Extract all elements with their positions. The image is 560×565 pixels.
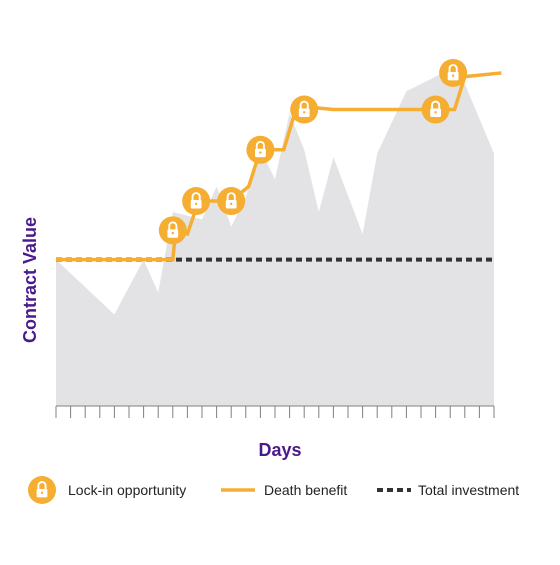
lock-keyhole (40, 491, 44, 494)
area-layer (56, 69, 494, 406)
lock-in-marker (421, 95, 450, 124)
lock-shackle (191, 192, 201, 201)
lock-keyhole (451, 74, 455, 77)
lock-keyhole (171, 231, 174, 235)
lock-icon (447, 64, 459, 81)
legend-total-investment-item: Total investment (377, 482, 519, 498)
lock-shackle (431, 100, 441, 109)
lock-icon (190, 192, 202, 209)
legend: Lock-in opportunity Death benefit Total … (28, 476, 519, 504)
legend-lock-label: Lock-in opportunity (68, 482, 186, 498)
lock-keyhole (194, 202, 198, 206)
lock-keyhole (259, 151, 262, 154)
lock-shackle (448, 64, 458, 72)
lock-in-marker (182, 187, 211, 216)
lock-icon (225, 192, 237, 209)
lock-icon (255, 140, 266, 158)
lock-icon (430, 100, 441, 117)
lock-shackle (168, 221, 178, 230)
lock-shackle (255, 140, 265, 149)
lock-in-marker (158, 216, 187, 245)
legend-death-benefit-item: Death benefit (221, 482, 347, 498)
lock-keyhole (303, 111, 306, 114)
lock-icon (298, 100, 310, 117)
lock-in-marker (439, 58, 468, 87)
lock-shackle (299, 100, 309, 109)
lock-icon (36, 481, 48, 498)
lock-in-marker (290, 95, 319, 124)
legend-death-benefit-label: Death benefit (264, 482, 347, 498)
x-axis-title: Days (258, 440, 301, 460)
lock-keyhole (230, 202, 233, 206)
legend-total-investment-label: Total investment (418, 482, 519, 498)
lock-in-marker (246, 135, 275, 164)
lock-shackle (226, 192, 236, 201)
lock-keyhole (434, 111, 437, 114)
lock-icon (167, 221, 179, 238)
lock-shackle (37, 481, 47, 489)
contract-value-area (56, 69, 494, 406)
lock-in-marker (217, 187, 246, 216)
legend-lock-item: Lock-in opportunity (28, 476, 186, 504)
y-axis-title: Contract Value (20, 217, 40, 343)
tick-layer (55, 406, 495, 418)
lock-layer (158, 58, 468, 245)
